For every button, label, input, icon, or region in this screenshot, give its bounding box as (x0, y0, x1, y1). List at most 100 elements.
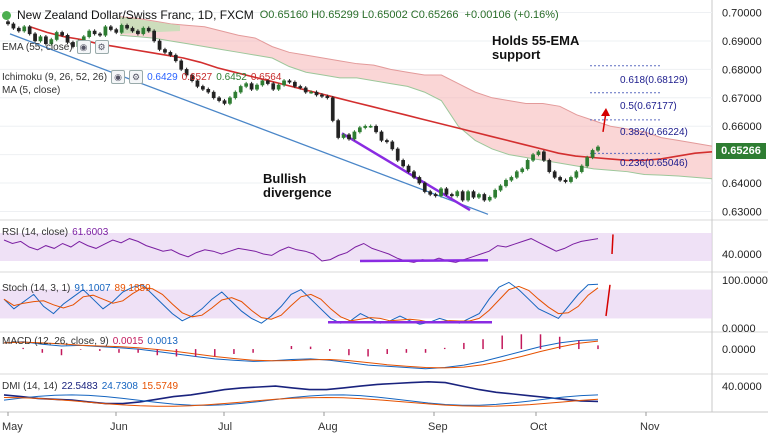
candle-body (558, 177, 562, 181)
candle-body (347, 134, 351, 140)
ichimoku-value-2: 0.6527 (181, 71, 213, 83)
candle-body (276, 84, 281, 90)
rsi-tick-label: 40.0000 (722, 249, 762, 261)
price-tick-label: 0.69000 (722, 36, 762, 48)
candle-body (168, 52, 173, 56)
divergence-line-2: divergence (263, 185, 332, 200)
settings-icon[interactable]: ⚙ (94, 40, 109, 54)
candle-body (11, 23, 16, 29)
candle-body (531, 154, 535, 161)
rsi-line (3, 238, 599, 263)
ohlc-readout: O0.65160 H0.65299 L0.65002 C0.65266 (259, 9, 459, 21)
rsi-value: 61.6003 (72, 227, 109, 238)
ma-label: MA (5, close) (2, 85, 61, 96)
candle-body (152, 30, 157, 42)
candle-body (282, 80, 286, 86)
divergence-note: Bullish divergence (263, 172, 332, 200)
candle-body (201, 86, 205, 90)
candle-body (222, 100, 227, 104)
dmi-value-2: 24.7308 (101, 381, 138, 392)
ichimoku-value-4: 0.6564 (250, 71, 282, 83)
eye-icon[interactable]: ◉ (111, 70, 126, 84)
candle-body (287, 80, 292, 83)
candle-body (309, 91, 313, 94)
candle-body (271, 83, 276, 90)
rsi-label: RSI (14, close) (2, 227, 69, 238)
stoch-band (0, 289, 712, 319)
candle-body (498, 185, 503, 191)
candle-body (265, 80, 270, 84)
candle-body (54, 32, 59, 40)
status-dot-icon (2, 10, 11, 20)
candle-body (368, 125, 373, 128)
candle-body (255, 84, 259, 90)
symbol-title[interactable]: New Zealand Dollar/Swiss Franc, 1D, FXCM (17, 8, 254, 22)
candle-body (303, 87, 308, 93)
candle-body (412, 171, 416, 178)
stoch-legend[interactable]: Stoch (14, 3, 1) 91.1007 89.1859 (2, 283, 151, 294)
falling-trendline (9, 33, 489, 215)
stoch-label: Stoch (14, 3, 1) (2, 283, 71, 294)
candle-body (466, 191, 470, 201)
macd-label: MACD (12, 26, close, 9) (2, 336, 109, 347)
macd-signal-line (3, 340, 599, 369)
price-tick-label: 0.70000 (722, 8, 762, 20)
candle-body (422, 182, 427, 192)
candle-body (471, 191, 476, 198)
candle-body (320, 94, 324, 97)
rsi-legend[interactable]: RSI (14, close) 61.6003 (2, 227, 108, 238)
candle-body (482, 194, 487, 201)
ichimoku-legend[interactable]: Ichimoku (9, 26, 52, 26) ◉ ⚙ 0.6429 0.65… (2, 70, 281, 84)
candle-body (179, 60, 184, 70)
candle-body (49, 39, 54, 45)
candle-body (298, 86, 303, 89)
settings-icon[interactable]: ⚙ (129, 70, 144, 84)
ichimoku-cloud-green (120, 16, 180, 34)
candle-body (38, 36, 43, 42)
candle-body (260, 80, 265, 86)
candle-body (238, 86, 243, 93)
candle-body (563, 179, 568, 182)
price-tick-label: 0.68000 (722, 64, 762, 76)
ema-legend[interactable]: EMA (55, close) ◉ ⚙ (2, 40, 109, 54)
projection-arrow-head (601, 108, 610, 116)
candle-body (163, 49, 167, 53)
divergence-line-1: Bullish (263, 171, 307, 186)
time-tick-label: Oct (530, 421, 547, 433)
price-divergence-line (341, 132, 471, 212)
dmi-value-3: 15.5749 (141, 381, 179, 392)
candle-body (146, 27, 151, 32)
candle-body (16, 27, 21, 32)
rsi-arrow (611, 234, 614, 255)
dmi-legend[interactable]: DMI (14, 14) 22.5483 24.7308 15.5749 (2, 381, 178, 392)
cloud-lower-line (119, 34, 713, 180)
candle-body (217, 97, 221, 101)
price-tick-label: 0.66000 (722, 121, 762, 133)
candle-body (195, 80, 200, 87)
ichimoku-label: Ichimoku (9, 26, 52, 26) (2, 71, 108, 83)
candle-body (249, 83, 254, 90)
candle-body (542, 151, 546, 161)
candle-body (228, 97, 232, 104)
candle-body (103, 26, 108, 36)
candle-body (6, 21, 10, 25)
candle-body (27, 26, 32, 35)
stoch-value-1: 91.1007 (74, 283, 111, 294)
candle-body (184, 69, 189, 76)
eye-icon[interactable]: ◉ (76, 40, 91, 54)
candle-body (119, 25, 124, 33)
candle-body (325, 96, 330, 99)
candle-body (374, 125, 378, 133)
candle-body (173, 54, 178, 62)
candle-body (460, 191, 465, 201)
time-tick-label: Sep (428, 421, 448, 433)
candle-body (44, 36, 48, 45)
candle-body (71, 42, 75, 47)
ma-legend[interactable]: MA (5, close) (2, 85, 60, 96)
candle-body (520, 168, 525, 172)
ema-55-line (29, 25, 713, 162)
macd-legend[interactable]: MACD (12, 26, close, 9) 0.0015 0.0013 (2, 336, 178, 347)
macd-tick-label: 0.0000 (722, 344, 756, 356)
candle-body (585, 157, 590, 167)
